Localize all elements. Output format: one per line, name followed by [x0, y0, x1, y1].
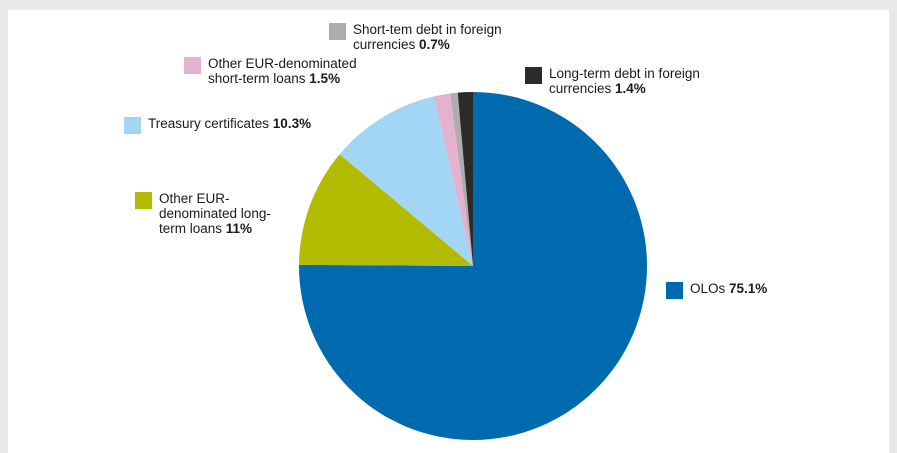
legend-value: 75.1%	[729, 281, 768, 296]
legend-label: Short-tem debt in foreign currencies 0.7%	[353, 22, 502, 52]
slice-eur-short-term	[433, 93, 473, 266]
legend-swatch	[329, 23, 346, 40]
legend-swatch	[184, 57, 201, 74]
legend-label-line: Long-term debt in foreign	[549, 66, 700, 81]
slice-olos	[299, 92, 648, 440]
legend-value: 10.3%	[272, 116, 312, 131]
legend-label: OLOs 75.1%	[690, 281, 767, 296]
slice-long-term-foreign	[457, 92, 473, 266]
legend-swatch	[666, 282, 683, 299]
legend-label: Long-term debt in foreign currencies 1.4%	[549, 66, 700, 96]
legend-item-treasury-certificates: Treasury certificates 10.3%	[124, 116, 311, 134]
legend-label: Other EUR-denominated short-term loans 1.…	[208, 56, 357, 86]
legend-value: 1.4%	[615, 81, 646, 96]
legend-item-short-term-foreign: Short-tem debt in foreign currencies 0.7%	[329, 22, 502, 52]
legend-item-eur-long-term: Other EUR-denominated long-term loans 11…	[135, 191, 271, 236]
legend-label-line: short-term loans 1.5%	[208, 71, 341, 86]
legend-label-line: Other EUR-	[159, 191, 230, 206]
legend-item-eur-short-term: Other EUR-denominated short-term loans 1.…	[184, 56, 357, 86]
legend-value: 0.7%	[419, 37, 450, 52]
legend-label: Other EUR-denominated long-term loans 11…	[159, 191, 271, 236]
slice-eur-long-term	[299, 154, 473, 266]
pie-chart	[299, 92, 648, 440]
legend-label-line: currencies 1.4%	[549, 81, 646, 96]
slice-short-term-foreign	[450, 92, 473, 266]
legend-label-line: currencies 0.7%	[353, 37, 450, 52]
legend-label-line: denominated long-	[159, 206, 271, 221]
legend-item-long-term-foreign: Long-term debt in foreign currencies 1.4%	[525, 66, 700, 96]
legend-label-line: OLOs 75.1%	[690, 281, 768, 296]
legend-label-line: Treasury certificates 10.3%	[148, 116, 312, 131]
legend-swatch	[525, 67, 542, 84]
legend-swatch	[135, 192, 152, 209]
legend-value: 1.5%	[309, 71, 341, 86]
slice-treasury-certificates	[339, 96, 473, 266]
legend-label: Treasury certificates 10.3%	[148, 116, 311, 131]
legend-value: 11%	[225, 221, 253, 236]
legend-label-line: term loans 11%	[159, 221, 253, 236]
legend-swatch	[124, 117, 141, 134]
legend-item-olos: OLOs 75.1%	[666, 281, 767, 299]
legend-label-line: Other EUR-denominated	[208, 56, 357, 71]
chart-card: Short-tem debt in foreign currencies 0.7%…	[8, 10, 889, 453]
legend-label-line: Short-tem debt in foreign	[353, 22, 502, 37]
